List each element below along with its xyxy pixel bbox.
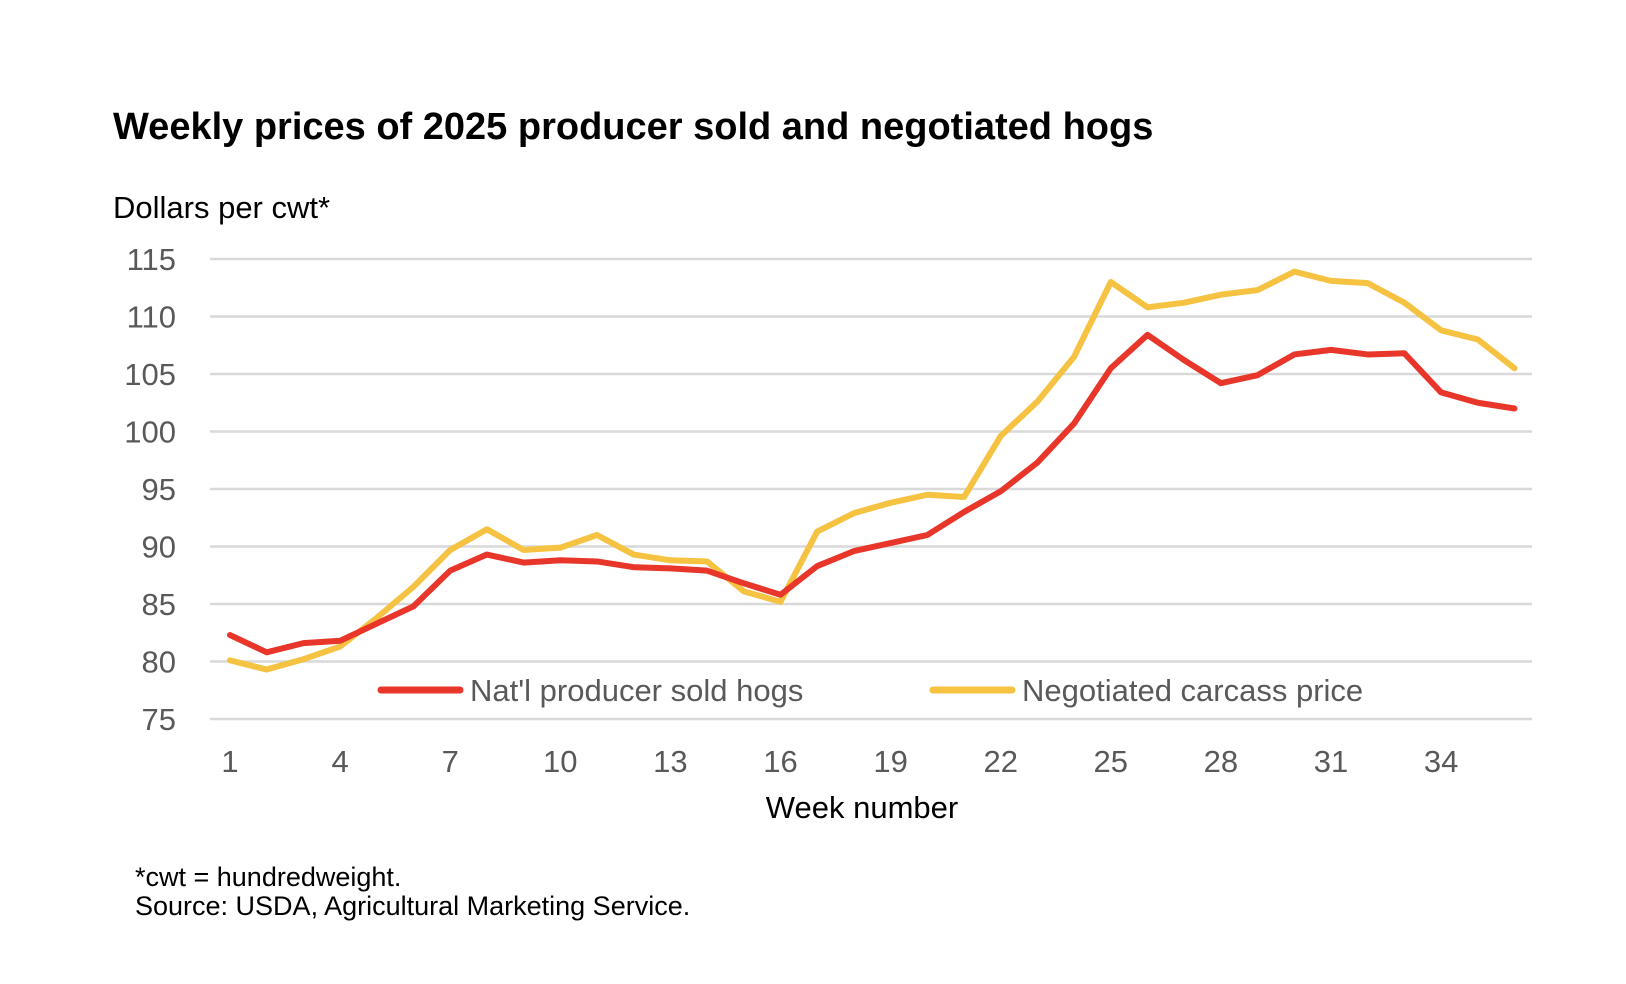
y-tick-label: 95 [142, 472, 176, 507]
y-tick-label: 85 [142, 587, 176, 622]
footnote-cwt: *cwt = hundredweight. [135, 862, 402, 892]
x-tick-label: 1 [221, 744, 238, 779]
x-tick-label: 7 [442, 744, 459, 779]
chart-title: Weekly prices of 2025 producer sold and … [113, 106, 1154, 148]
y-tick-label: 100 [124, 415, 176, 450]
series-line-producer-sold-hogs [227, 331, 1518, 656]
x-tick-label: 28 [1204, 744, 1238, 779]
x-tick-label: 13 [653, 744, 687, 779]
gridlines [210, 257, 1532, 721]
x-tick-label: 10 [543, 744, 577, 779]
y-tick-label: 105 [124, 357, 176, 392]
y-axis-ticks: 75 80 85 90 95 100 105 110 115 [124, 242, 176, 737]
x-tick-label: 34 [1424, 744, 1458, 779]
x-tick-label: 25 [1094, 744, 1128, 779]
legend-item: Negotiated carcass price [929, 673, 1363, 708]
y-axis-label: Dollars per cwt* [113, 190, 331, 225]
y-tick-label: 90 [142, 530, 176, 565]
x-tick-label: 4 [331, 744, 348, 779]
legend-item: Nat'l producer sold hogs [377, 673, 803, 708]
y-tick-label: 80 [142, 645, 176, 680]
series-lines [227, 268, 1518, 673]
series-line-negotiated-carcass-price [227, 268, 1518, 673]
y-tick-label: 110 [127, 300, 176, 335]
x-tick-label: 16 [763, 744, 797, 779]
x-axis-ticks: 1 4 7 10 13 16 19 22 25 28 31 34 [221, 744, 1458, 779]
y-tick-label: 115 [127, 242, 176, 277]
legend-label: Negotiated carcass price [1022, 673, 1363, 708]
x-tick-label: 31 [1314, 744, 1348, 779]
x-tick-label: 22 [983, 744, 1017, 779]
x-tick-label: 19 [873, 744, 907, 779]
y-tick-label: 75 [142, 702, 176, 737]
x-axis-label: Week number [766, 790, 958, 825]
footnote-source: Source: USDA, Agricultural Marketing Ser… [135, 891, 691, 921]
legend: Nat'l producer sold hogs Negotiated carca… [377, 673, 1363, 708]
legend-label: Nat'l producer sold hogs [470, 673, 803, 708]
